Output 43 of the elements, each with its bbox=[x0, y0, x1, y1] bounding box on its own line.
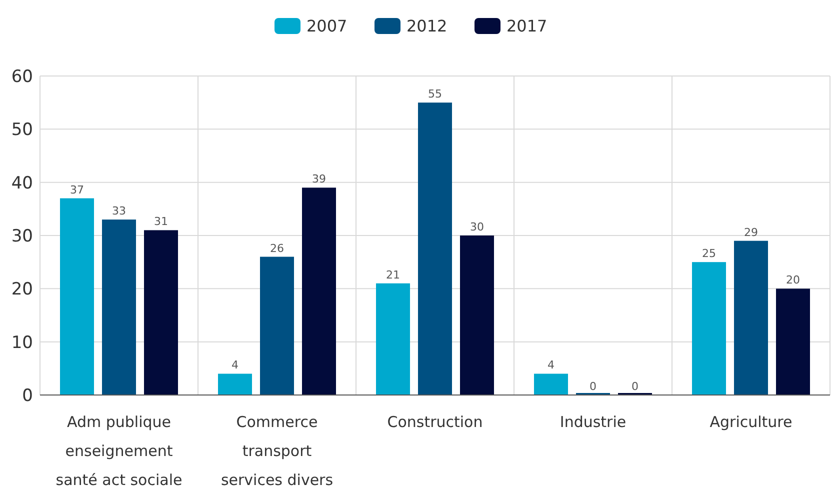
bar bbox=[376, 283, 410, 395]
legend-label: 2012 bbox=[406, 16, 448, 36]
y-tick-label: 60 bbox=[11, 66, 33, 87]
y-tick-label: 30 bbox=[11, 226, 33, 246]
bar bbox=[460, 236, 494, 395]
x-tick-label: Construction bbox=[387, 413, 483, 431]
data-label: 30 bbox=[470, 220, 484, 234]
data-label: 26 bbox=[270, 242, 284, 255]
y-tick-label: 10 bbox=[11, 332, 33, 353]
y-tick-label: 20 bbox=[11, 280, 33, 300]
y-tick-label: 40 bbox=[11, 173, 33, 194]
x-tick-label: Agriculture bbox=[710, 413, 792, 431]
bar bbox=[144, 230, 178, 395]
data-label: 39 bbox=[312, 172, 326, 186]
data-label: 21 bbox=[386, 268, 400, 282]
x-tick-label: Commerce transport services divers bbox=[220, 413, 334, 489]
data-label: 0 bbox=[590, 380, 596, 393]
data-label: 29 bbox=[744, 226, 758, 239]
data-label: 33 bbox=[112, 204, 126, 218]
bar bbox=[418, 102, 452, 395]
data-label: 0 bbox=[632, 380, 638, 393]
bar bbox=[60, 198, 94, 395]
y-tick-label: 50 bbox=[11, 120, 33, 140]
data-label: 25 bbox=[702, 247, 716, 260]
bar bbox=[692, 262, 726, 395]
data-label: 4 bbox=[232, 358, 238, 372]
data-label: 37 bbox=[70, 183, 84, 196]
y-tick-label: 0 bbox=[22, 386, 33, 406]
x-tick-label: Adm publique enseignement santé act sociale bbox=[56, 413, 182, 489]
bar bbox=[302, 188, 336, 395]
bar bbox=[776, 288, 810, 395]
legend-label: 2017 bbox=[506, 16, 548, 36]
bar bbox=[734, 240, 768, 395]
data-label: 31 bbox=[154, 215, 168, 228]
data-label: 4 bbox=[548, 358, 554, 372]
bar bbox=[218, 374, 252, 395]
data-label: 55 bbox=[428, 88, 442, 101]
legend-label: 2007 bbox=[306, 16, 348, 36]
data-label: 20 bbox=[786, 274, 800, 287]
x-tick-label: Industrie bbox=[560, 413, 626, 431]
bar bbox=[260, 256, 294, 395]
bar bbox=[534, 374, 568, 395]
bar bbox=[102, 220, 136, 395]
